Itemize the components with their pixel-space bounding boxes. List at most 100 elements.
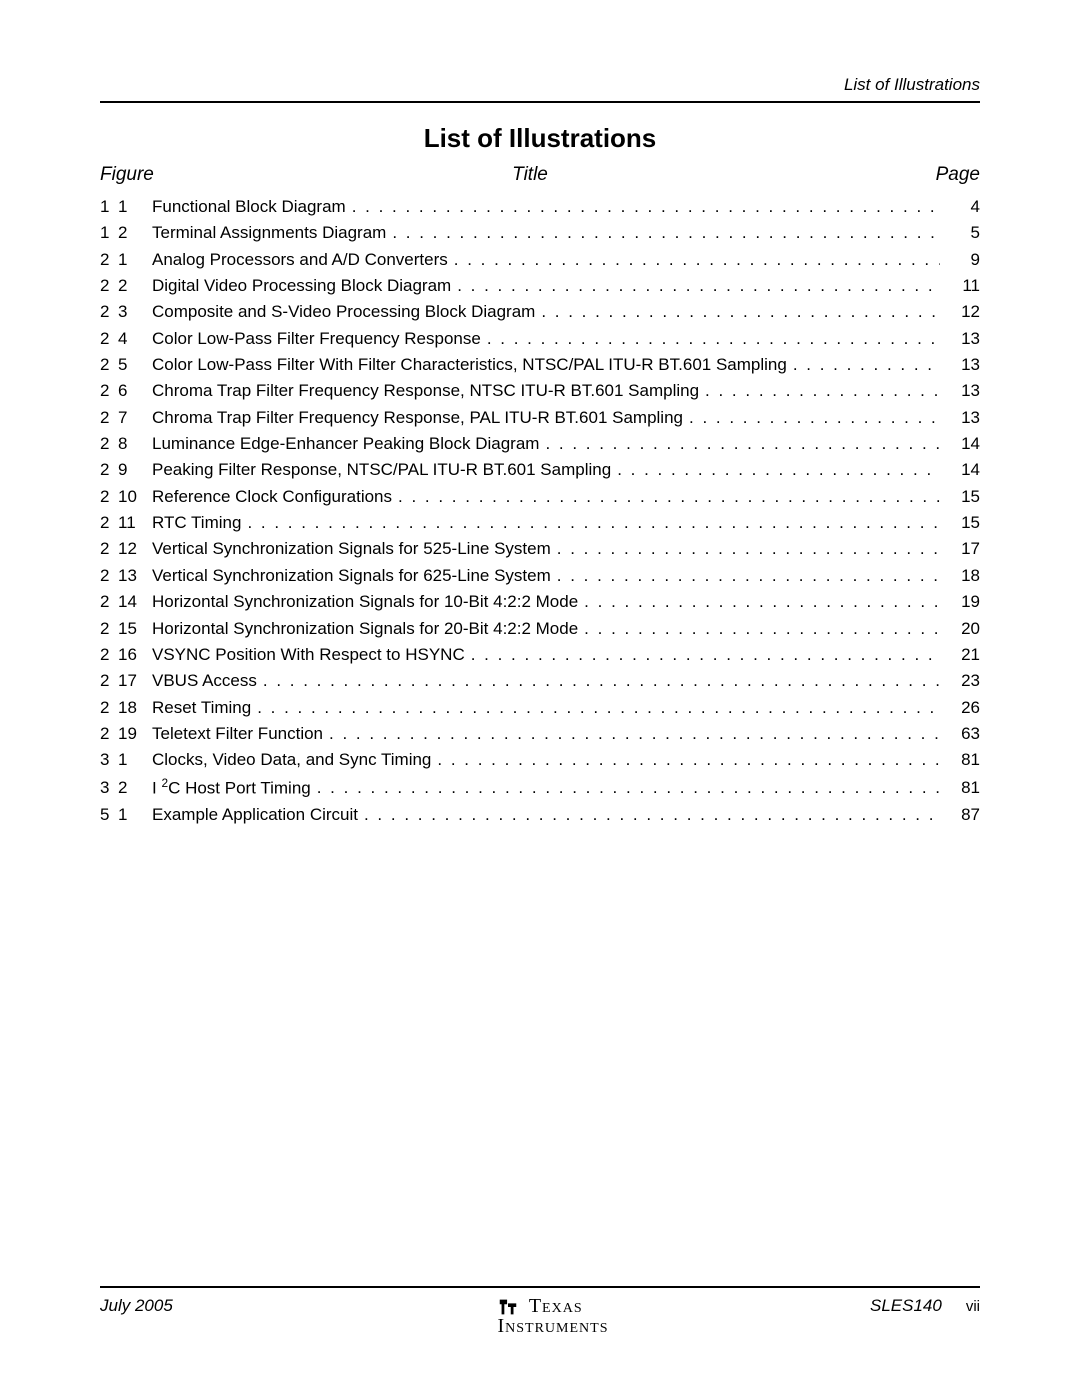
- entry-number: 9: [118, 457, 152, 483]
- entry-number: 19: [118, 721, 152, 747]
- entry-page: 26: [940, 695, 980, 721]
- entry-title: Color Low-Pass Filter Frequency Response: [152, 326, 481, 352]
- entry-leader-dots: . . . . . . . . . . . . . . . . . . . . …: [465, 642, 940, 668]
- entry-leader-dots: . . . . . . . . . . . . . . . . . . . . …: [539, 431, 940, 457]
- toc-entry: 25Color Low-Pass Filter With Filter Char…: [100, 352, 980, 378]
- toc-entry: 214Horizontal Synchronization Signals fo…: [100, 589, 980, 615]
- entry-chapter: 2: [100, 642, 118, 668]
- entry-title: Digital Video Processing Block Diagram: [152, 273, 451, 299]
- entry-page: 63: [940, 721, 980, 747]
- entry-leader-dots: . . . . . . . . . . . . . . . . . . . . …: [358, 802, 940, 828]
- entry-title: Teletext Filter Function: [152, 721, 323, 747]
- entry-number: 11: [118, 510, 152, 536]
- toc-entry: 11Functional Block Diagram . . . . . . .…: [100, 194, 980, 220]
- entry-leader-dots: . . . . . . . . . . . . . . . . . . . . …: [251, 695, 940, 721]
- entry-title: Functional Block Diagram: [152, 194, 346, 220]
- entry-title: I 2C Host Port Timing: [152, 774, 311, 802]
- entry-chapter: 1: [100, 194, 118, 220]
- toc-entry: 24Color Low-Pass Filter Frequency Respon…: [100, 326, 980, 352]
- toc-entry: 27Chroma Trap Filter Frequency Response,…: [100, 405, 980, 431]
- entry-page: 14: [940, 431, 980, 457]
- entry-chapter: 2: [100, 536, 118, 562]
- entry-number: 5: [118, 352, 152, 378]
- entry-title: Composite and S-Video Processing Block D…: [152, 299, 535, 325]
- entry-chapter: 2: [100, 510, 118, 536]
- entry-number: 2: [118, 220, 152, 246]
- entry-page: 87: [940, 802, 980, 828]
- entry-title: RTC Timing: [152, 510, 241, 536]
- entry-leader-dots: . . . . . . . . . . . . . . . . . . . . …: [578, 616, 940, 642]
- entry-leader-dots: . . . . . . . . . . . . . . . . . . . . …: [241, 510, 940, 536]
- entry-chapter: 2: [100, 484, 118, 510]
- brand-line1: Texas: [529, 1295, 583, 1317]
- entry-page: 18: [940, 563, 980, 589]
- entry-chapter: 2: [100, 326, 118, 352]
- entry-title: Example Application Circuit: [152, 802, 358, 828]
- toc-entry: 31Clocks, Video Data, and Sync Timing . …: [100, 747, 980, 773]
- entry-chapter: 2: [100, 589, 118, 615]
- entry-leader-dots: . . . . . . . . . . . . . . . . . . . . …: [683, 405, 940, 431]
- entry-leader-dots: . . . . . . . . . . . . . . . . . . . . …: [481, 326, 940, 352]
- entry-leader-dots: . . . . . . . . . . . . . . . . . . . . …: [386, 220, 940, 246]
- entry-page: 13: [940, 326, 980, 352]
- footer-right: SLES140vii: [780, 1296, 980, 1316]
- entry-leader-dots: . . . . . . . . . . . . . . . . . . . . …: [392, 484, 940, 510]
- toc-entry: 51Example Application Circuit . . . . . …: [100, 802, 980, 828]
- entry-title: Luminance Edge-Enhancer Peaking Block Di…: [152, 431, 539, 457]
- bottom-rule: [100, 1286, 980, 1288]
- toc-entry: 29Peaking Filter Response, NTSC/PAL ITU-…: [100, 457, 980, 483]
- col-header-page: Page: [900, 164, 980, 186]
- entry-number: 1: [118, 194, 152, 220]
- entry-title: Chroma Trap Filter Frequency Response, N…: [152, 378, 699, 404]
- footer-pageno: vii: [966, 1298, 980, 1315]
- entry-page: 13: [940, 352, 980, 378]
- entry-chapter: 2: [100, 431, 118, 457]
- entry-page: 21: [940, 642, 980, 668]
- entry-leader-dots: . . . . . . . . . . . . . . . . . . . . …: [448, 247, 940, 273]
- entry-page: 13: [940, 378, 980, 404]
- toc-entry: 217VBUS Access . . . . . . . . . . . . .…: [100, 668, 980, 694]
- entry-leader-dots: . . . . . . . . . . . . . . . . . . . . …: [787, 352, 940, 378]
- entry-leader-dots: . . . . . . . . . . . . . . . . . . . . …: [535, 299, 940, 325]
- entry-page: 12: [940, 299, 980, 325]
- entry-number: 3: [118, 299, 152, 325]
- page-title: List of Illustrations: [100, 123, 980, 154]
- entry-page: 81: [940, 747, 980, 773]
- toc-entry: 28Luminance Edge-Enhancer Peaking Block …: [100, 431, 980, 457]
- col-header-title: Title: [160, 164, 900, 186]
- entry-chapter: 2: [100, 352, 118, 378]
- entry-page: 19: [940, 589, 980, 615]
- entry-leader-dots: . . . . . . . . . . . . . . . . . . . . …: [551, 536, 940, 562]
- entry-number: 1: [118, 802, 152, 828]
- entry-page: 15: [940, 484, 980, 510]
- entry-title: Color Low-Pass Filter With Filter Charac…: [152, 352, 787, 378]
- entry-title: Peaking Filter Response, NTSC/PAL ITU-R …: [152, 457, 611, 483]
- entry-chapter: 2: [100, 405, 118, 431]
- entry-page: 20: [940, 616, 980, 642]
- entry-page: 23: [940, 668, 980, 694]
- entry-title: Terminal Assignments Diagram: [152, 220, 386, 246]
- toc-entry: 216VSYNC Position With Respect to HSYNC …: [100, 642, 980, 668]
- entry-title: Vertical Synchronization Signals for 625…: [152, 563, 551, 589]
- entry-leader-dots: . . . . . . . . . . . . . . . . . . . . …: [611, 457, 940, 483]
- toc-entries: 11Functional Block Diagram . . . . . . .…: [100, 194, 980, 828]
- entry-leader-dots: . . . . . . . . . . . . . . . . . . . . …: [431, 747, 940, 773]
- entry-title: VBUS Access: [152, 668, 257, 694]
- entry-leader-dots: . . . . . . . . . . . . . . . . . . . . …: [699, 378, 940, 404]
- entry-title: Reference Clock Configurations: [152, 484, 392, 510]
- entry-number: 16: [118, 642, 152, 668]
- entry-page: 17: [940, 536, 980, 562]
- entry-number: 14: [118, 589, 152, 615]
- entry-chapter: 2: [100, 563, 118, 589]
- entry-leader-dots: . . . . . . . . . . . . . . . . . . . . …: [346, 194, 940, 220]
- entry-page: 81: [940, 775, 980, 801]
- entry-title: Analog Processors and A/D Converters: [152, 247, 448, 273]
- entry-number: 8: [118, 431, 152, 457]
- entry-leader-dots: . . . . . . . . . . . . . . . . . . . . …: [311, 775, 940, 801]
- entry-page: 4: [940, 194, 980, 220]
- toc-entry: 22Digital Video Processing Block Diagram…: [100, 273, 980, 299]
- entry-leader-dots: . . . . . . . . . . . . . . . . . . . . …: [451, 273, 940, 299]
- entry-number: 2: [118, 273, 152, 299]
- toc-entry: 211RTC Timing . . . . . . . . . . . . . …: [100, 510, 980, 536]
- page-footer: July 2005 Texas Instruments SLES140vii: [100, 1286, 980, 1337]
